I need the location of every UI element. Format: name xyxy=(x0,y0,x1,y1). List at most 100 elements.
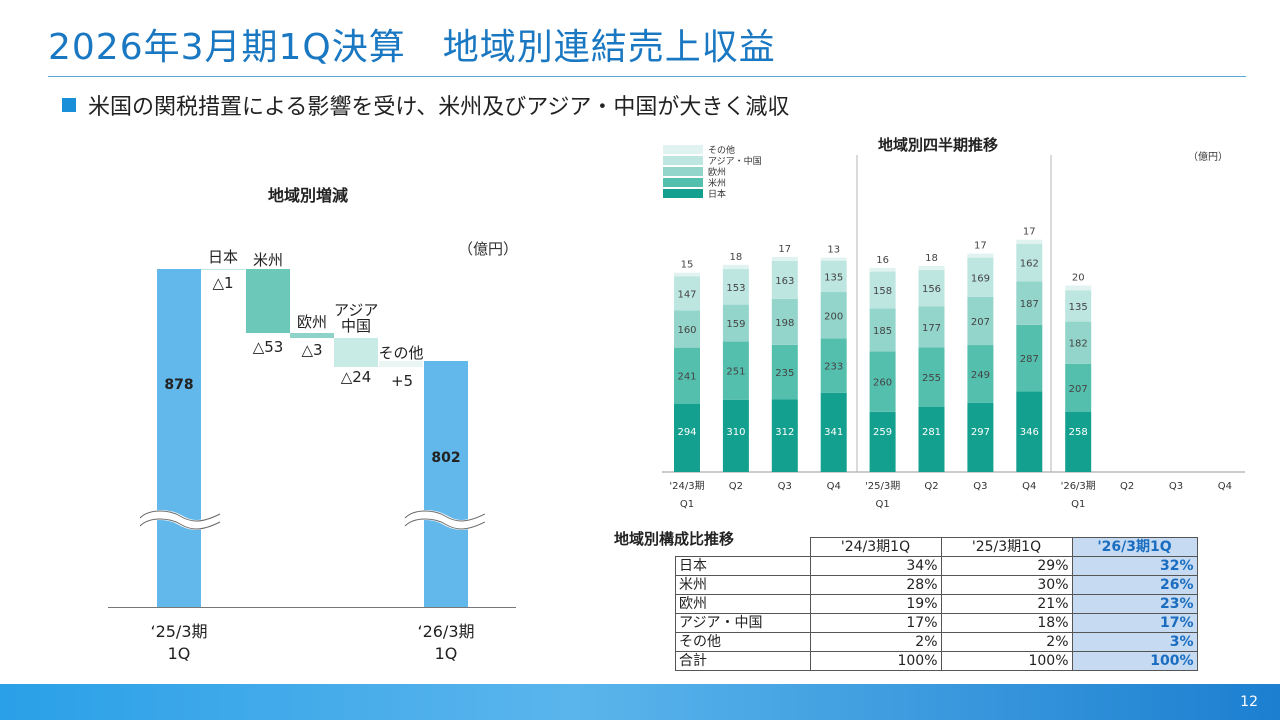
bar-segment-2 xyxy=(771,298,798,345)
composition-corner xyxy=(676,538,811,557)
step-label-europe: 欧州 xyxy=(296,313,327,331)
cell: 34% xyxy=(809,556,942,576)
data-label: 312 xyxy=(775,427,794,438)
bar-segment-2 xyxy=(1065,321,1092,364)
x-tick-label: Q4 xyxy=(827,481,841,492)
row-name: 合計 xyxy=(675,651,811,671)
step-label-asia-line1: アジア xyxy=(334,301,379,319)
waterfall-bar-start xyxy=(157,269,201,607)
legend-label: その他 xyxy=(708,144,735,156)
bar-segment-4 xyxy=(674,272,700,277)
page-title: 2026年3月期1Q決算 地域別連結売上収益 xyxy=(48,27,776,68)
x-tick-label-sub: Q1 xyxy=(875,499,889,510)
data-label: 233 xyxy=(824,362,843,373)
cell: 30% xyxy=(940,575,1073,595)
title-divider xyxy=(48,76,1246,77)
waterfall-bar-end xyxy=(424,361,468,607)
bar-segment-2 xyxy=(674,310,700,348)
legend-swatch xyxy=(663,178,703,187)
bar-segment-1 xyxy=(674,347,700,404)
bar-segment-3 xyxy=(771,260,798,299)
bar-segment-0 xyxy=(1016,391,1043,472)
table-row: 日本 34% 29% 32% xyxy=(675,556,1198,576)
legend-label: 日本 xyxy=(708,188,726,200)
summary-bullet: 米国の関税措置による影響を受け、米州及びアジア・中国が大きく減収 xyxy=(62,89,789,121)
data-label: 251 xyxy=(726,367,745,378)
bar-segment-1 xyxy=(869,351,896,412)
data-label: 310 xyxy=(726,427,745,438)
waterfall-end-label: ‘26/3期 1Q xyxy=(396,621,496,665)
bar-segment-3 xyxy=(1065,290,1092,322)
data-label: 259 xyxy=(873,427,892,438)
footer-bar xyxy=(0,684,1280,720)
waterfall-bar-asia xyxy=(334,338,378,367)
data-label: 185 xyxy=(873,326,892,337)
waterfall-baseline xyxy=(108,607,516,608)
data-label: 156 xyxy=(922,284,941,295)
cell-highlight: 26% xyxy=(1071,575,1198,595)
bar-segment-3 xyxy=(967,257,994,297)
data-label: 200 xyxy=(824,311,843,322)
bar-segment-2 xyxy=(918,306,945,348)
step-label-asia-line2: 中国 xyxy=(340,317,371,335)
row-name: その他 xyxy=(675,632,811,652)
table-row: その他 2% 2% 3% xyxy=(675,632,1198,652)
data-label: 249 xyxy=(971,370,990,381)
data-label: 15 xyxy=(681,260,694,271)
data-label: 18 xyxy=(730,252,743,263)
composition-header-2026: '26/3期1Q xyxy=(1071,537,1198,557)
bar-segment-4 xyxy=(820,257,847,261)
x-tick-label-sub: Q1 xyxy=(680,499,694,510)
legend-swatch xyxy=(663,189,703,198)
bar-segment-1 xyxy=(967,345,994,403)
data-label: 135 xyxy=(824,272,843,283)
data-label: 162 xyxy=(1020,259,1039,270)
waterfall-title: 地域別増減 xyxy=(268,186,349,205)
x-tick-label: '26/3期 xyxy=(1061,480,1096,492)
composition-header-2024: '24/3期1Q xyxy=(809,537,942,557)
data-label: 241 xyxy=(677,372,696,383)
data-label: 341 xyxy=(824,427,843,438)
step-label-other: その他 xyxy=(378,344,424,362)
data-label: 207 xyxy=(1069,384,1088,395)
bar-segment-0 xyxy=(918,406,945,472)
bar-segment-3 xyxy=(820,260,847,293)
step-delta-americas: △53 xyxy=(252,338,284,356)
bar-segment-3 xyxy=(869,271,896,309)
cell-highlight: 17% xyxy=(1071,613,1198,633)
axis-break-marks xyxy=(140,510,485,530)
data-label: 18 xyxy=(925,253,938,264)
quarterly-stacked-chart: 294 241 160 147 15 '24/3期 Q1 310 251 159 153 18 Q2 31… xyxy=(662,144,1245,510)
cell: 28% xyxy=(809,575,942,595)
bar-segment-0 xyxy=(1065,412,1092,472)
bar-segment-2 xyxy=(967,296,994,346)
cell-highlight: 32% xyxy=(1071,556,1198,576)
bar-segment-1 xyxy=(820,338,847,393)
bar-segment-4 xyxy=(1016,239,1043,244)
legend-swatch xyxy=(663,145,703,154)
end-label-line1: ‘26/3期 xyxy=(417,622,475,641)
bar-segment-2 xyxy=(1016,281,1043,325)
bar-segment-0 xyxy=(722,399,749,472)
quarterly-chart-title: 地域別四半期推移 xyxy=(878,136,999,154)
bar-segment-0 xyxy=(869,411,896,472)
step-label-asia: アジア 中国 xyxy=(334,302,378,334)
bar-segment-0 xyxy=(771,399,798,472)
x-tick-label: Q3 xyxy=(1169,481,1183,492)
data-label: 177 xyxy=(922,323,941,334)
data-label: 153 xyxy=(726,283,745,294)
x-tick-label: Q2 xyxy=(1120,481,1134,492)
start-label-line2: 1Q xyxy=(167,644,191,663)
table-row: 米州 28% 30% 26% xyxy=(675,575,1198,595)
page-number: 12 xyxy=(1240,694,1258,710)
x-tick-label: Q4 xyxy=(1022,481,1036,492)
cell: 17% xyxy=(809,613,942,633)
row-name: 欧州 xyxy=(675,594,811,614)
step-label-japan: 日本 xyxy=(207,248,238,266)
bar-segment-2 xyxy=(722,304,749,342)
start-label-line1: ‘25/3期 xyxy=(150,622,208,641)
x-tick-label-sub: Q1 xyxy=(1071,499,1085,510)
table-row: アジア・中国 17% 18% 17% xyxy=(675,613,1198,633)
bar-segment-4 xyxy=(967,253,994,258)
cell-highlight: 3% xyxy=(1071,632,1198,652)
